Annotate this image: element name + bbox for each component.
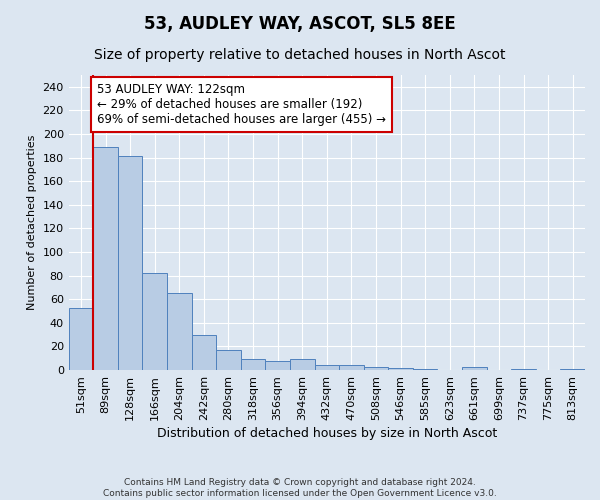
Bar [118,156,142,370]
Bar [68,308,93,370]
Bar [364,366,388,370]
Bar [167,294,191,370]
Bar [339,366,364,370]
Text: Size of property relative to detached houses in North Ascot: Size of property relative to detached ho… [94,48,506,62]
Bar [462,366,487,370]
Bar [388,368,413,370]
Bar [560,369,585,370]
Bar [511,369,536,370]
Text: 53 AUDLEY WAY: 122sqm
← 29% of detached houses are smaller (192)
69% of semi-det: 53 AUDLEY WAY: 122sqm ← 29% of detached … [97,84,386,126]
Bar [314,366,339,370]
Bar [413,369,437,370]
Text: Contains HM Land Registry data © Crown copyright and database right 2024.
Contai: Contains HM Land Registry data © Crown c… [103,478,497,498]
Bar [191,334,216,370]
Bar [142,274,167,370]
Bar [93,147,118,370]
X-axis label: Distribution of detached houses by size in North Ascot: Distribution of detached houses by size … [157,427,497,440]
Bar [290,360,314,370]
Y-axis label: Number of detached properties: Number of detached properties [27,135,37,310]
Bar [265,360,290,370]
Text: 53, AUDLEY WAY, ASCOT, SL5 8EE: 53, AUDLEY WAY, ASCOT, SL5 8EE [144,15,456,33]
Bar [241,360,265,370]
Bar [216,350,241,370]
